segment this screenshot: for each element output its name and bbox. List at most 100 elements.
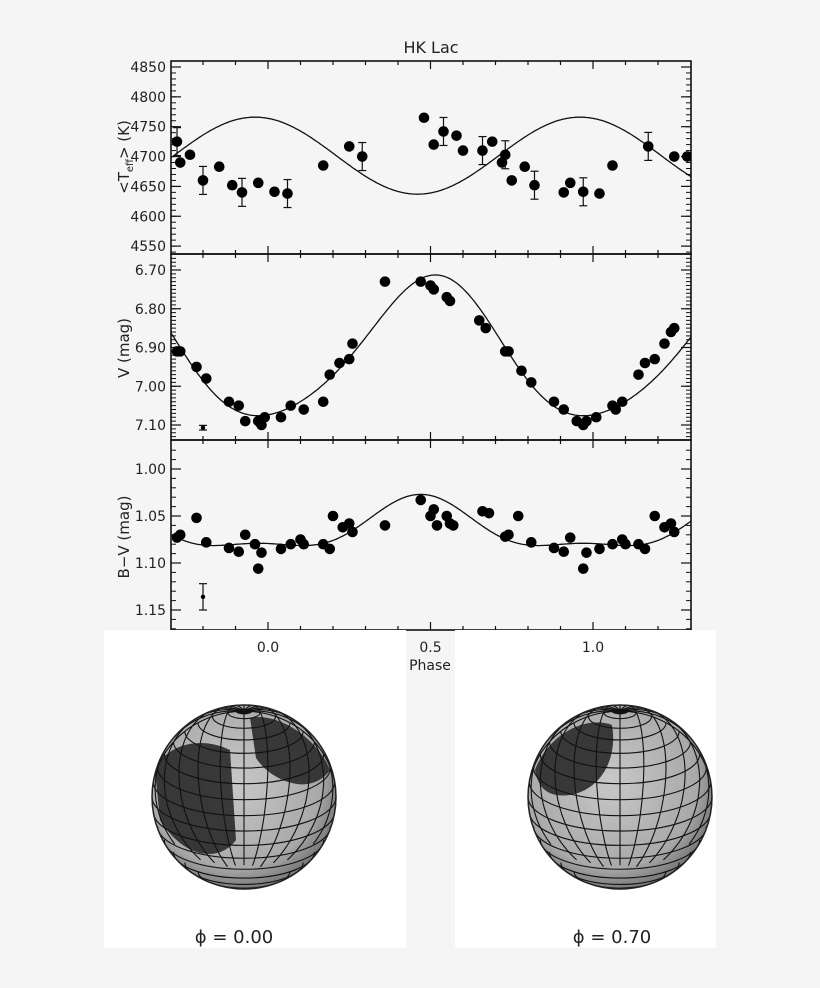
- data-point: [558, 546, 570, 558]
- data-point: [620, 538, 631, 550]
- x-axis-label: Phase: [409, 658, 451, 674]
- data-point: [226, 179, 238, 191]
- data-point: [642, 141, 654, 152]
- data-point: [379, 520, 391, 531]
- y-tick-label: 1.15: [135, 603, 166, 619]
- panel-bv: 1.00 1.05 1.10 1.15: [135, 439, 692, 631]
- data-point: [275, 543, 287, 555]
- data-point: [343, 353, 355, 365]
- data-point: [529, 179, 540, 191]
- data-point: [486, 136, 498, 147]
- data-point: [223, 396, 235, 408]
- y-tick-label: 4750: [130, 120, 166, 136]
- data-point: [616, 396, 628, 408]
- data-point: [639, 357, 651, 369]
- data-point: [298, 538, 310, 550]
- data-point: [239, 415, 251, 427]
- data-point: [564, 532, 576, 543]
- y-tick-label: 4600: [130, 209, 166, 225]
- data-point: [444, 295, 456, 307]
- data-point: [503, 529, 514, 541]
- data-point: [438, 126, 449, 137]
- data-point: [525, 377, 537, 388]
- y-axis-label-v: V (mag): [115, 318, 133, 378]
- data-point: [347, 526, 358, 538]
- data-point: [577, 563, 589, 574]
- data-point: [581, 547, 592, 558]
- data-point: [610, 404, 622, 415]
- data-point: [197, 175, 209, 186]
- data-point: [298, 404, 310, 415]
- data-point: [223, 542, 235, 554]
- data-point: [639, 543, 651, 555]
- data-point: [379, 276, 391, 287]
- data-point: [519, 161, 531, 172]
- data-point: [649, 510, 661, 522]
- data-point: [252, 177, 264, 189]
- globe-phase-label: ϕ = 0.00: [195, 927, 273, 948]
- data-point: [668, 322, 680, 334]
- data-point: [665, 518, 677, 529]
- panel-teff: 4850 4800 4750 4700 4650 4600 4550: [130, 60, 692, 255]
- data-point: [200, 537, 212, 548]
- data-point: [415, 276, 427, 287]
- data-point: [249, 538, 261, 550]
- data-point: [503, 346, 514, 357]
- data-point: [447, 520, 459, 531]
- data-point: [431, 520, 443, 531]
- data-point: [607, 538, 618, 550]
- data-point: [548, 542, 560, 554]
- x-tick-label: 1.0: [582, 640, 604, 656]
- data-point: [516, 365, 527, 377]
- data-point: [451, 130, 462, 141]
- data-point: [324, 369, 336, 380]
- data-point: [477, 145, 488, 156]
- starspot: [250, 717, 330, 785]
- y-tick-label: 4550: [130, 239, 166, 255]
- data-point: [525, 537, 537, 548]
- data-point: [506, 175, 518, 186]
- data-point: [668, 526, 680, 538]
- data-point: [512, 510, 524, 522]
- globe-row: 0.0 0.5 1.0 Phase ϕ = 0.00 ϕ = 0.70: [104, 630, 716, 948]
- x-tick-label: 0.5: [419, 640, 441, 656]
- data-point: [174, 157, 186, 168]
- data-point: [200, 373, 212, 384]
- data-point: [317, 160, 329, 171]
- data-point: [428, 504, 440, 515]
- panel-v: 6.70 6.80 6.90 7.00 7.10: [135, 253, 692, 441]
- data-point: [233, 400, 245, 411]
- data-point: [239, 529, 251, 541]
- y-tick-label: 6.70: [135, 263, 166, 279]
- y-axis-label-teff: <Teff> (K): [115, 120, 136, 194]
- data-point: [564, 177, 576, 189]
- data-point: [324, 543, 336, 555]
- globe-phase-label: ϕ = 0.70: [573, 927, 651, 948]
- data-point: [252, 563, 264, 574]
- data-point: [558, 187, 570, 198]
- data-point: [327, 510, 339, 522]
- data-point: [317, 396, 329, 408]
- data-point: [633, 369, 644, 380]
- y-axis-label-bv: B−V (mag): [115, 496, 133, 579]
- y-tick-label: 1.00: [135, 462, 166, 478]
- y-tick-label: 6.90: [135, 341, 166, 357]
- data-point: [259, 411, 271, 423]
- model-curve: [171, 116, 691, 195]
- data-point: [457, 145, 469, 156]
- y-tick-label: 1.05: [135, 509, 166, 525]
- data-point: [191, 361, 202, 373]
- data-point: [256, 547, 267, 558]
- figure-title: HK Lac: [403, 38, 458, 57]
- star-globe-0: [151, 704, 337, 890]
- data-point: [174, 346, 186, 357]
- data-point: [558, 404, 570, 415]
- data-point: [473, 315, 485, 326]
- data-point: [347, 338, 358, 349]
- data-point: [581, 415, 592, 427]
- data-point: [428, 139, 440, 150]
- data-point: [282, 188, 293, 199]
- y-tick-label: 4850: [130, 60, 166, 76]
- data-point: [356, 151, 368, 162]
